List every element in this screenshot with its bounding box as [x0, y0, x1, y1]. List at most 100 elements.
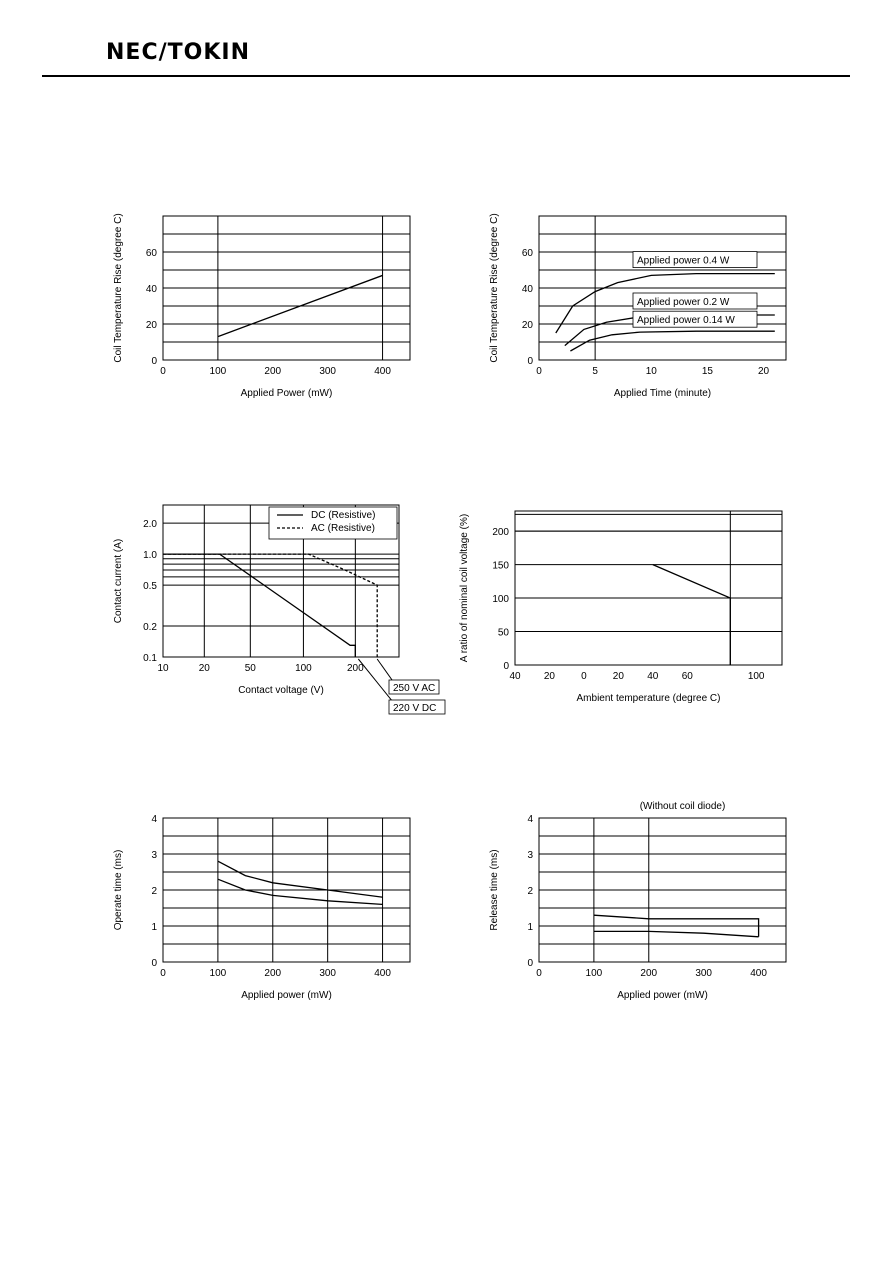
x-axis-label: Applied power (mW) [617, 990, 708, 1001]
series-line-2 [163, 553, 378, 657]
grid-lines [163, 216, 410, 361]
y-tick-label: 1 [527, 922, 533, 933]
series-label: Applied power 0.4 W [637, 256, 730, 267]
y-tick-label: 150 [492, 561, 509, 572]
y-tick-label: 2 [527, 886, 533, 897]
x-tick-label: 100 [586, 968, 603, 979]
y-axis-label: Release time (ms) [489, 849, 500, 930]
x-tick-label: 200 [347, 663, 364, 674]
series-line-1 [652, 564, 731, 665]
series-line-3 [570, 330, 775, 352]
x-tick-label: 400 [374, 968, 391, 979]
y-tick-label: 20 [522, 320, 534, 331]
y-tick-label: 100 [492, 594, 509, 605]
x-tick-label: 20 [613, 671, 625, 682]
annotation-box [388, 679, 440, 695]
series-line-1 [163, 553, 356, 657]
header-rule [42, 75, 850, 77]
y-tick-label: 4 [527, 814, 533, 825]
x-tick-label: 100 [748, 671, 765, 682]
y-tick-label: 3 [527, 850, 533, 861]
y-axis-label: Coil Temperature Rise (degree C) [113, 213, 124, 362]
annotation-leader [357, 658, 398, 708]
y-tick-label: 0.1 [143, 653, 157, 664]
plot-frame [514, 510, 783, 666]
chart-operate-time: 0 100 200 300 400 0 1 2 3 4 Applied power (mW) Oper… [113, 814, 411, 1001]
y-tick-label: 1 [151, 922, 157, 933]
y-tick-label: 0 [151, 356, 157, 367]
chart-title: (Without coil diode) [640, 801, 726, 812]
series-label-box [632, 292, 758, 310]
x-tick-label: 200 [264, 366, 281, 377]
y-tick-label: 40 [522, 284, 534, 295]
legend-label: AC (Resistive) [311, 523, 375, 534]
x-tick-label: 15 [702, 366, 714, 377]
grid-lines [515, 511, 782, 666]
y-tick-label: 60 [522, 248, 534, 259]
y-axis-label: Contact current (A) [113, 539, 124, 623]
series-line-2 [593, 930, 759, 938]
annotation-label: 250 V AC [393, 683, 435, 694]
plot-frame [538, 817, 787, 963]
x-axis-label: Applied Time (minute) [614, 388, 711, 399]
x-axis-label: Applied Power (mW) [241, 388, 333, 399]
x-tick-label: 0 [536, 366, 542, 377]
x-axis-label: Contact voltage (V) [238, 685, 324, 696]
y-tick-label: 0.5 [143, 581, 157, 592]
plot-frame [162, 817, 411, 963]
x-tick-label: 300 [319, 968, 336, 979]
series-line-2 [217, 878, 383, 906]
x-tick-label: 20 [199, 663, 211, 674]
brand-logo: NEC/TOKIN [106, 40, 250, 65]
annotation-label: 220 V DC [393, 703, 436, 714]
x-tick-label: 100 [210, 366, 227, 377]
x-tick-label: 0 [160, 366, 166, 377]
x-tick-label: 60 [682, 671, 694, 682]
x-tick-label: 5 [592, 366, 598, 377]
legend-label: DC (Resistive) [311, 510, 375, 521]
annotation-box [388, 699, 446, 715]
x-tick-label: 300 [695, 968, 712, 979]
y-tick-label: 0 [503, 661, 509, 672]
series-label: Applied power 0.14 W [637, 315, 735, 326]
series-line-1 [555, 272, 775, 334]
x-tick-label: 20 [544, 671, 556, 682]
y-axis-label: Coil Temperature Rise (degree C) [489, 213, 500, 362]
y-tick-label: 0.2 [143, 622, 157, 633]
legend-box [268, 506, 398, 540]
y-axis-label: Operate time (ms) [113, 850, 124, 931]
y-tick-label: 3 [151, 850, 157, 861]
plot-frame [162, 215, 411, 361]
x-tick-label: 200 [640, 968, 657, 979]
x-tick-label: 10 [157, 663, 169, 674]
y-tick-label: 60 [146, 248, 158, 259]
y-tick-label: 20 [146, 320, 158, 331]
series-line-1 [217, 274, 383, 338]
x-tick-label: 0 [536, 968, 542, 979]
y-tick-label: 40 [146, 284, 158, 295]
y-tick-label: 50 [498, 628, 510, 639]
chart-coil-temp-vs-time: 0 5 10 15 20 0 20 40 60 Applied Time (minute) Coil… [489, 213, 787, 399]
y-tick-label: 0 [527, 356, 533, 367]
x-tick-label: 40 [647, 671, 659, 682]
x-axis-label: Ambient temperature (degree C) [577, 693, 721, 704]
series-label-box [632, 310, 758, 328]
x-tick-label: 10 [646, 366, 658, 377]
plot-frame [162, 504, 400, 658]
plot-frame [538, 215, 787, 361]
x-tick-label: 20 [758, 366, 770, 377]
x-tick-label: 100 [295, 663, 312, 674]
x-tick-label: 300 [319, 366, 336, 377]
chart-contact-current-vs-voltage: 10 20 50 100 200 0.1 0.2 0.5 1.0 2.0 Contact volta… [113, 504, 446, 715]
x-tick-label: 200 [264, 968, 281, 979]
x-tick-label: 400 [750, 968, 767, 979]
chart-coil-temp-vs-power: 0 100 200 300 400 0 20 40 60 Applied Power (mW) Co… [113, 213, 411, 399]
x-tick-label: 0 [160, 968, 166, 979]
grid-lines [539, 817, 786, 963]
grid-lines [163, 817, 410, 963]
y-tick-label: 2.0 [143, 519, 157, 530]
grid-lines [539, 216, 786, 361]
y-axis-label: A ratio of nominal coil voltage (%) [459, 514, 470, 662]
series-line-1 [593, 914, 760, 937]
